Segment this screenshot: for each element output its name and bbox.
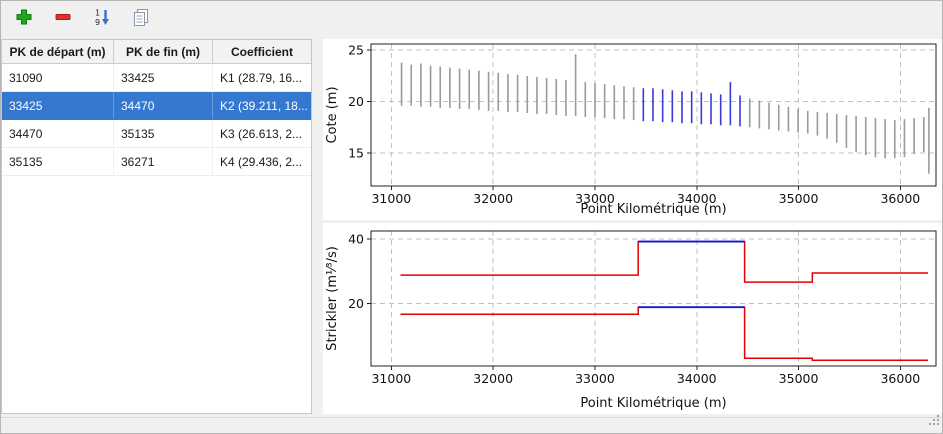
charts-panel: 31000 32000 33000 34000 35000 36000 15 20 25 Poin… — [323, 39, 942, 414]
svg-text:32000: 32000 — [473, 191, 513, 206]
table-row[interactable]: 35135 36271 K4 (29.436, 2... — [2, 148, 311, 176]
svg-text:15: 15 — [348, 146, 364, 161]
svg-text:20: 20 — [348, 296, 364, 311]
svg-text:1: 1 — [95, 9, 100, 18]
add-button[interactable] — [11, 7, 37, 33]
svg-text:Point Kilométrique (m): Point Kilométrique (m) — [580, 202, 726, 217]
svg-text:34000: 34000 — [677, 191, 717, 206]
table-row[interactable]: 33425 34470 K2 (39.211, 18... — [2, 92, 311, 120]
cell-coefficient[interactable]: K4 (29.436, 2... — [220, 154, 303, 169]
cell-coefficient[interactable]: K1 (28.79, 16... — [220, 70, 303, 85]
cell-pk-fin[interactable]: 35135 — [114, 120, 213, 147]
svg-text:40: 40 — [348, 232, 364, 247]
cell-pk-fin[interactable]: 33425 — [114, 64, 213, 91]
sort-button[interactable]: 1 9 — [89, 7, 115, 33]
cell-pk-depart[interactable]: 31090 — [2, 64, 114, 91]
status-bar — [1, 414, 942, 433]
document-icon — [131, 7, 151, 32]
svg-text:33000: 33000 — [575, 191, 615, 206]
strickler-chart[interactable]: 31000 32000 33000 34000 35000 36000 20 40 Point … — [323, 223, 942, 414]
svg-text:34000: 34000 — [677, 371, 717, 386]
svg-text:36000: 36000 — [880, 191, 920, 206]
cell-pk-fin[interactable]: 34470 — [114, 92, 213, 119]
table-row[interactable]: 34470 35135 K3 (26.613, 2... — [2, 120, 311, 148]
resize-grip-icon[interactable] — [928, 414, 941, 432]
svg-text:Strickler (m¹⁄³/s): Strickler (m¹⁄³/s) — [325, 246, 340, 351]
cell-pk-depart[interactable]: 35135 — [2, 148, 114, 175]
svg-text:20: 20 — [348, 94, 364, 109]
svg-text:36000: 36000 — [880, 371, 920, 386]
svg-text:35000: 35000 — [779, 191, 819, 206]
svg-text:Point Kilométrique (m): Point Kilométrique (m) — [580, 396, 726, 411]
minus-icon — [53, 7, 73, 32]
table-row[interactable]: 31090 33425 K1 (28.79, 16... — [2, 64, 311, 92]
cell-coefficient[interactable]: K2 (39.211, 18... — [220, 98, 308, 113]
coefficient-table: PK de départ (m) PK de fin (m) Coefficie… — [1, 39, 312, 414]
svg-text:25: 25 — [348, 43, 364, 58]
svg-text:Cote (m): Cote (m) — [325, 86, 340, 143]
svg-text:9: 9 — [95, 18, 100, 27]
table-body: 31090 33425 K1 (28.79, 16... 33425 34470 K2 (… — [2, 64, 311, 176]
plus-icon — [14, 7, 34, 32]
column-header-pk-fin[interactable]: PK de fin (m) — [114, 40, 213, 63]
column-header-pk-depart[interactable]: PK de départ (m) — [2, 40, 114, 63]
svg-text:32000: 32000 — [473, 371, 513, 386]
cell-pk-depart[interactable]: 33425 — [2, 92, 114, 119]
cell-pk-fin[interactable]: 36271 — [114, 148, 213, 175]
toolbar: 1 9 — [1, 1, 942, 38]
sort-numeric-icon: 1 9 — [92, 7, 112, 32]
svg-text:31000: 31000 — [371, 191, 411, 206]
cell-pk-depart[interactable]: 34470 — [2, 120, 114, 147]
svg-text:33000: 33000 — [575, 371, 615, 386]
copy-button[interactable] — [128, 7, 154, 33]
remove-button[interactable] — [50, 7, 76, 33]
column-header-coefficient[interactable]: Coefficient — [230, 44, 293, 59]
cell-coefficient[interactable]: K3 (26.613, 2... — [220, 126, 303, 141]
svg-text:35000: 35000 — [779, 371, 819, 386]
table-header-row: PK de départ (m) PK de fin (m) Coefficie… — [2, 40, 311, 64]
cote-chart[interactable]: 31000 32000 33000 34000 35000 36000 15 20 25 Poin… — [323, 39, 942, 220]
svg-text:31000: 31000 — [371, 371, 411, 386]
